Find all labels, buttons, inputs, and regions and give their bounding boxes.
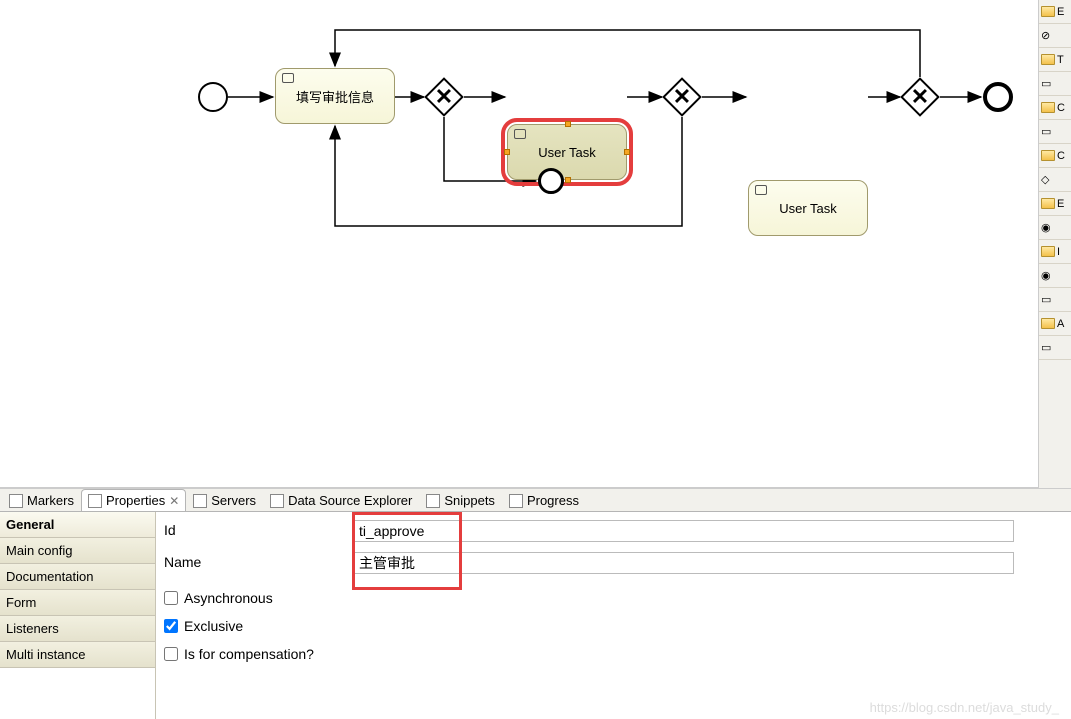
palette-item[interactable]: I <box>1039 240 1071 264</box>
tab-servers[interactable]: Servers <box>186 489 263 511</box>
user-task-2-selected[interactable]: User Task <box>507 124 627 180</box>
palette-item[interactable]: ◉ <box>1039 216 1071 240</box>
markers-icon <box>9 494 23 508</box>
user-task-3[interactable]: User Task <box>748 180 868 236</box>
ptab-documentation[interactable]: Documentation <box>0 564 155 590</box>
palette-item[interactable]: E <box>1039 192 1071 216</box>
views-tab-bar: Markers Properties ✕ Servers Data Source… <box>0 488 1071 512</box>
properties-view: General Main config Documentation Form L… <box>0 512 1071 719</box>
ptab-multi-instance[interactable]: Multi instance <box>0 642 155 668</box>
name-label: Name <box>164 552 354 570</box>
close-icon[interactable]: ✕ <box>169 494 179 508</box>
compensation-checkbox[interactable] <box>164 647 178 661</box>
tab-markers[interactable]: Markers <box>2 489 81 511</box>
tab-label: Data Source Explorer <box>288 493 412 508</box>
palette-item[interactable]: ▭ <box>1039 120 1071 144</box>
exclusive-gateway-2[interactable]: ✕ <box>662 77 702 117</box>
asynchronous-label: Asynchronous <box>184 590 273 606</box>
palette-item[interactable]: C <box>1039 144 1071 168</box>
palette-item[interactable]: ◇ <box>1039 168 1071 192</box>
tab-data-source-explorer[interactable]: Data Source Explorer <box>263 489 419 511</box>
palette-item[interactable]: ▭ <box>1039 72 1071 96</box>
end-event[interactable] <box>983 82 1013 112</box>
exclusive-label: Exclusive <box>184 618 243 634</box>
palette-item[interactable]: T <box>1039 48 1071 72</box>
compensation-label: Is for compensation? <box>184 646 314 662</box>
palette-item[interactable]: ◉ <box>1039 264 1071 288</box>
diagram-canvas[interactable]: 填写审批信息 ✕ User Task ✕ User Task ✕ <box>0 0 1038 488</box>
user-task-icon <box>514 129 526 139</box>
properties-form: Id Name Asynchronous Exclusive Is for co… <box>156 512 1071 719</box>
tab-label: Progress <box>527 493 579 508</box>
id-input[interactable] <box>354 520 1014 542</box>
datasource-icon <box>270 494 284 508</box>
palette-item[interactable]: ⊘ <box>1039 24 1071 48</box>
user-task-icon <box>755 185 767 195</box>
servers-icon <box>193 494 207 508</box>
watermark: https://blog.csdn.net/java_study_ <box>870 700 1059 715</box>
exclusive-gateway-3[interactable]: ✕ <box>900 77 940 117</box>
palette-item[interactable]: ▭ <box>1039 336 1071 360</box>
tab-label: Properties <box>106 493 165 508</box>
exclusive-gateway-1[interactable]: ✕ <box>424 77 464 117</box>
tab-snippets[interactable]: Snippets <box>419 489 502 511</box>
user-task-1-label: 填写审批信息 <box>296 87 374 106</box>
ptab-general[interactable]: General <box>0 512 155 538</box>
palette-item[interactable]: ▭ <box>1039 288 1071 312</box>
tab-label: Servers <box>211 493 256 508</box>
user-task-icon <box>282 73 294 83</box>
user-task-2-label: User Task <box>538 145 596 160</box>
ptab-form[interactable]: Form <box>0 590 155 616</box>
id-label: Id <box>164 520 354 538</box>
exclusive-checkbox[interactable] <box>164 619 178 633</box>
progress-icon <box>509 494 523 508</box>
name-input[interactable] <box>354 552 1014 574</box>
tab-progress[interactable]: Progress <box>502 489 586 511</box>
palette-panel: E ⊘ T ▭ C ▭ C ◇ E ◉ I ◉ ▭ A ▭ <box>1038 0 1071 488</box>
properties-tab-list: General Main config Documentation Form L… <box>0 512 156 719</box>
ptab-main-config[interactable]: Main config <box>0 538 155 564</box>
tab-properties[interactable]: Properties ✕ <box>81 489 186 511</box>
palette-item[interactable]: A <box>1039 312 1071 336</box>
intermediate-event[interactable] <box>538 168 564 194</box>
tab-label: Markers <box>27 493 74 508</box>
user-task-1[interactable]: 填写审批信息 <box>275 68 395 124</box>
start-event[interactable] <box>198 82 228 112</box>
user-task-3-label: User Task <box>779 201 837 216</box>
asynchronous-checkbox[interactable] <box>164 591 178 605</box>
properties-icon <box>88 494 102 508</box>
snippets-icon <box>426 494 440 508</box>
flow-connectors <box>0 0 1038 488</box>
palette-item[interactable]: E <box>1039 0 1071 24</box>
tab-label: Snippets <box>444 493 495 508</box>
ptab-listeners[interactable]: Listeners <box>0 616 155 642</box>
palette-item[interactable]: C <box>1039 96 1071 120</box>
